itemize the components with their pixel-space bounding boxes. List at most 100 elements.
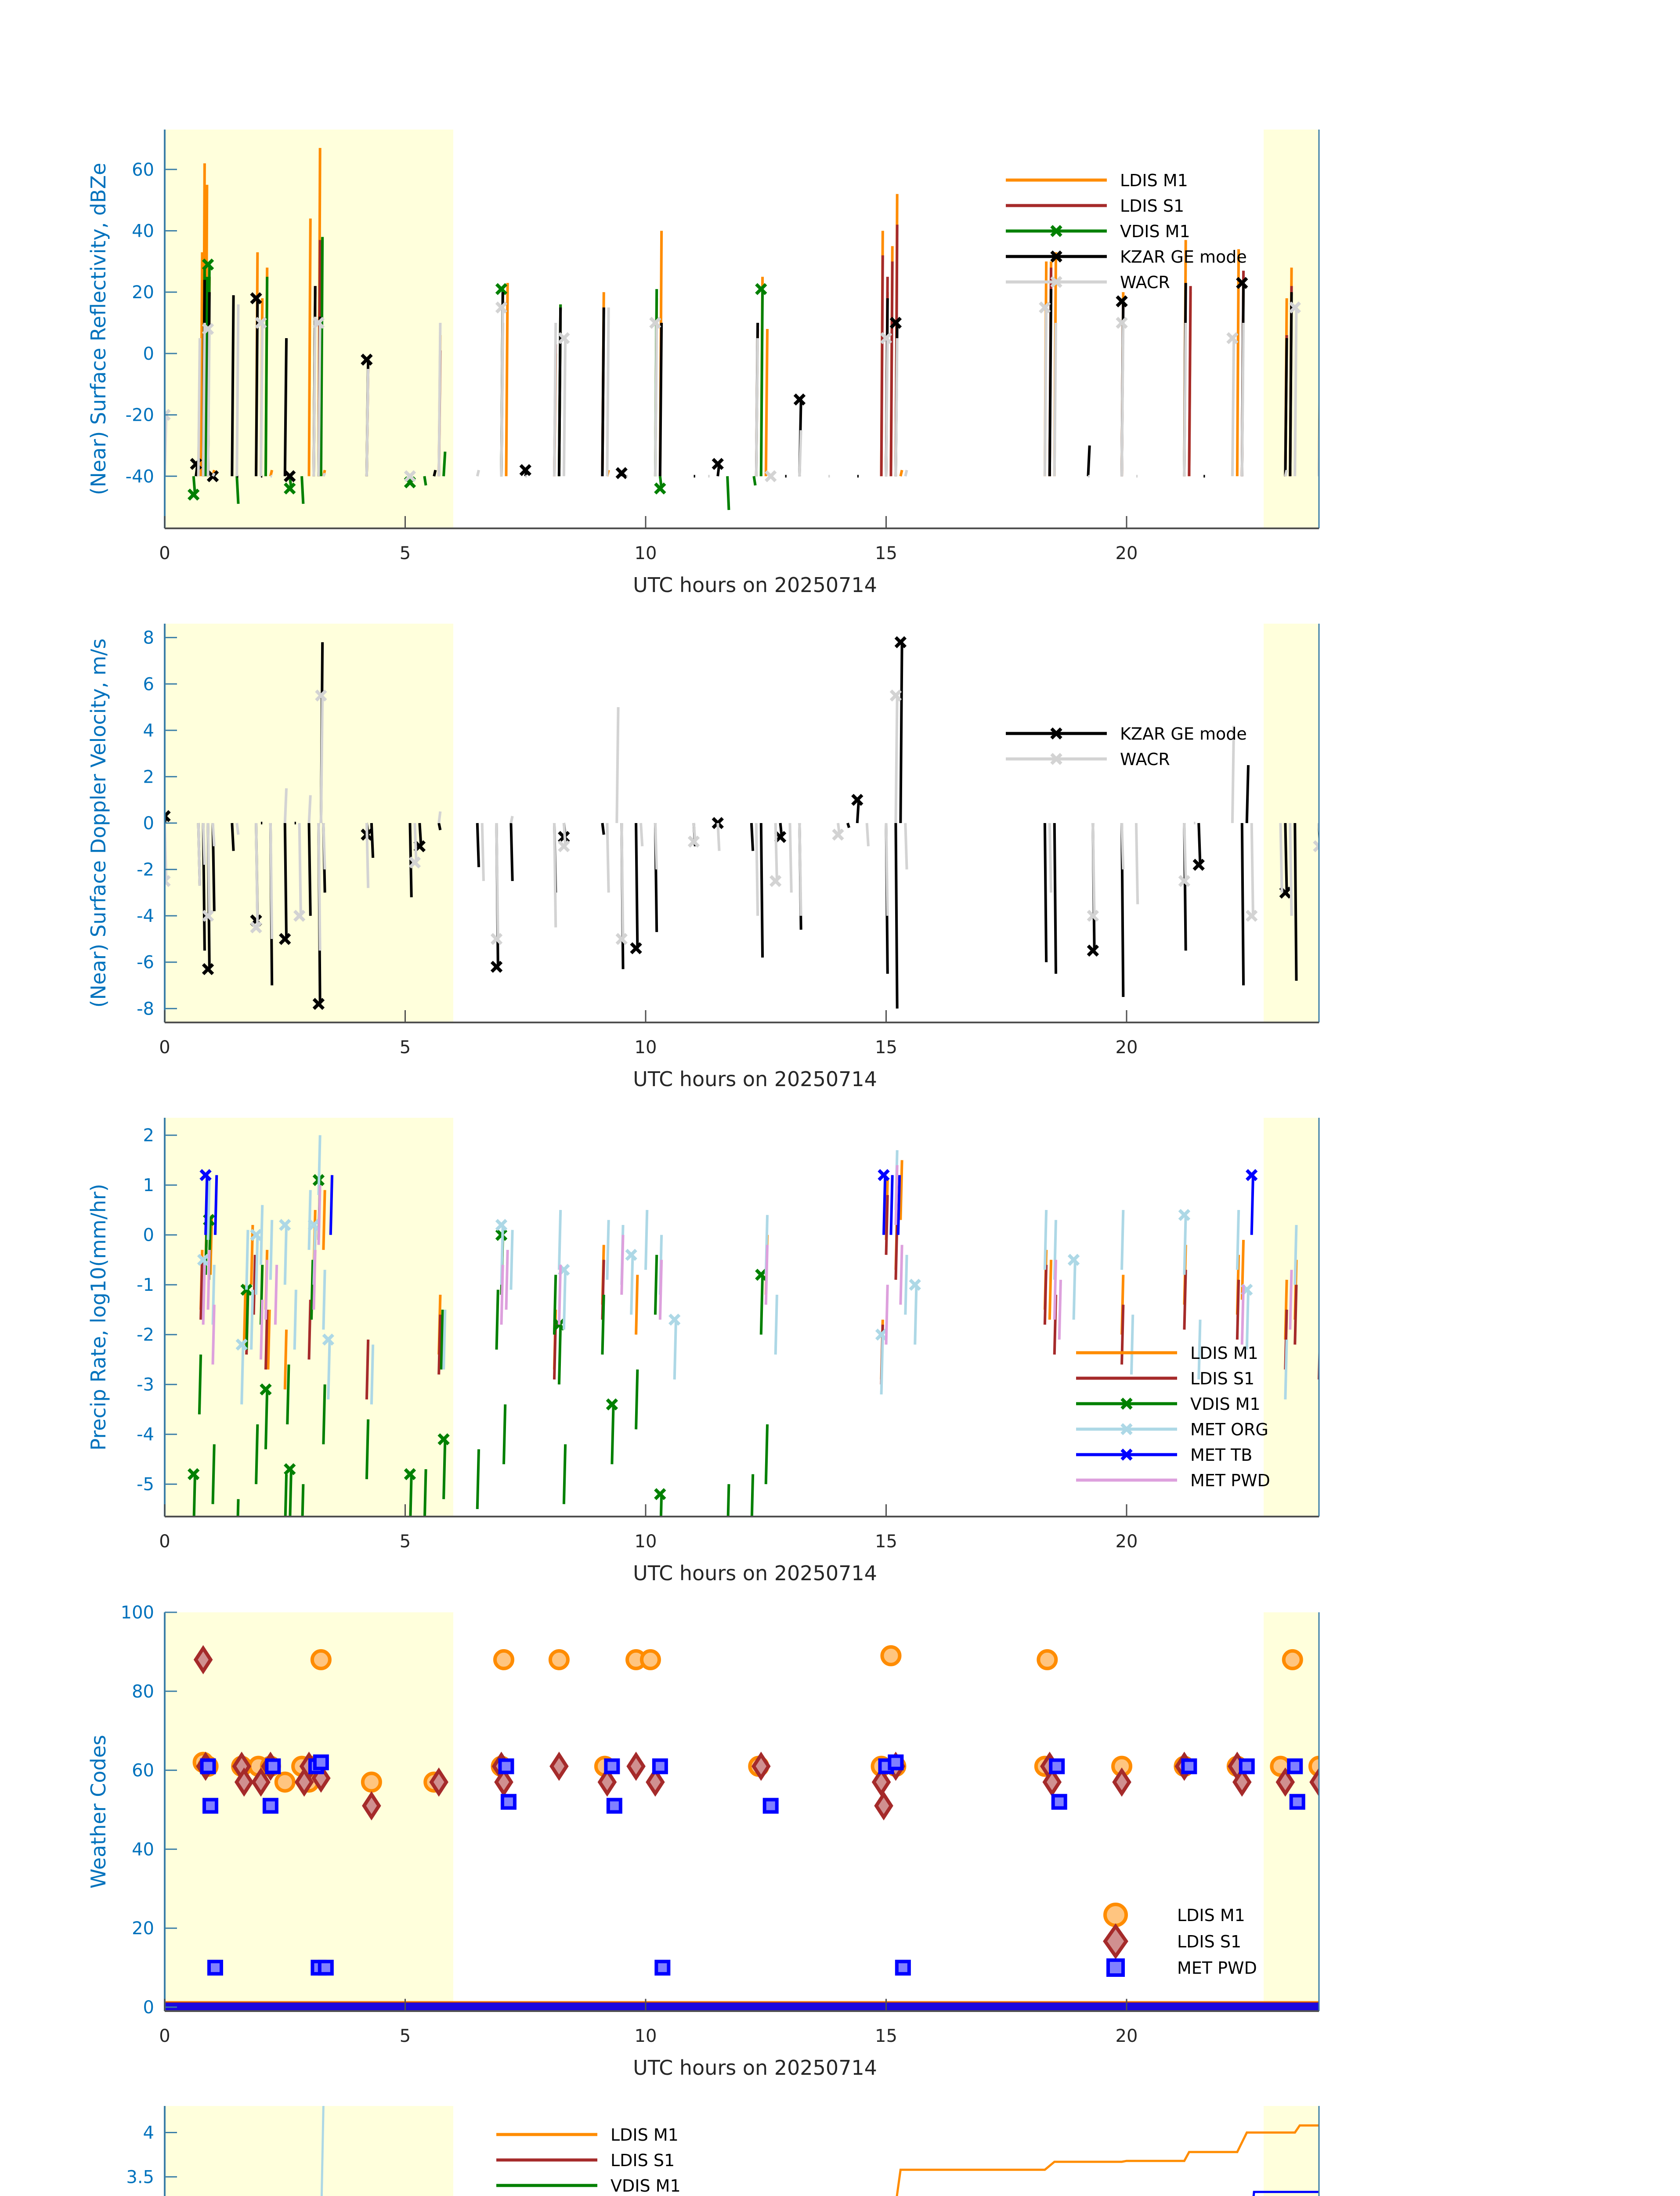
series-wacr-spike xyxy=(865,823,870,846)
y-tick-label: 0 xyxy=(143,1225,154,1246)
series-ldis-s1-spike xyxy=(889,261,894,477)
series-vdis-m1-marker xyxy=(283,482,296,495)
series-ldis-m1-point xyxy=(493,1649,514,1670)
series-kzar-ge-mode-spike xyxy=(1245,765,1250,824)
series-met-org-spike xyxy=(327,1340,331,1400)
series-vdis-m1-spike xyxy=(553,1275,557,1335)
series-ldis-m1-spike xyxy=(899,1160,903,1220)
series-met-org-spike xyxy=(245,1230,249,1290)
series-vdis-m1-spike xyxy=(764,1424,769,1484)
series-wacr-spike xyxy=(365,368,370,477)
series-wacr-spike xyxy=(894,695,899,824)
series-met-org-spike xyxy=(880,1334,884,1394)
series-met-org-marker xyxy=(875,1329,888,1341)
series-wacr-spike xyxy=(437,811,442,824)
series-kzar-ge-mode-marker xyxy=(1087,944,1099,957)
series-kzar-ge-mode-marker xyxy=(851,794,863,806)
series-wacr-spike xyxy=(1043,307,1048,477)
series-wacr-marker xyxy=(649,317,661,329)
series-met-pwd-spike xyxy=(557,1264,562,1325)
series-met-org-spike xyxy=(774,1294,778,1355)
series-vdis-m1-spike xyxy=(654,1255,658,1315)
series-wacr-spike xyxy=(553,823,557,928)
series-vdis-m1-spike xyxy=(562,1444,567,1504)
series-met-org-spike xyxy=(322,1270,326,1330)
series-met-org-spike xyxy=(606,1220,610,1280)
series-kzar-ge-mode-marker xyxy=(894,636,907,648)
legend-label: WACR xyxy=(1120,750,1170,769)
series-wacr-spike xyxy=(1183,323,1187,477)
series-wacr-spike xyxy=(322,473,326,477)
series-vdis-m1-marker xyxy=(654,482,666,495)
series-vdis-m1-spike xyxy=(236,1499,240,1517)
series-wacr-marker xyxy=(1039,301,1051,314)
series-kzar-ge-mode-marker xyxy=(615,467,628,480)
series-vdis-m1-marker xyxy=(654,1488,666,1500)
series-ldis-m1-spike xyxy=(635,1275,639,1335)
y-tick-label: 4 xyxy=(143,2123,154,2143)
series-met-org-spike xyxy=(1197,1319,1202,1380)
series-ldis-m1-spike xyxy=(1236,249,1240,477)
series-vdis-m1-marker xyxy=(187,1468,200,1481)
series-met-pwd-point xyxy=(262,1798,278,1814)
series-ldis-m1-point xyxy=(548,1649,570,1670)
legend-label: WACR xyxy=(1120,273,1170,292)
x-tick-label: 0 xyxy=(159,1037,170,1058)
series-wacr-spike xyxy=(1231,338,1236,477)
series-ldis-s1-spike xyxy=(252,1255,257,1315)
legend-label: LDIS S1 xyxy=(611,2151,675,2170)
series-ldis-s1-point xyxy=(1275,1767,1295,1797)
night-shading-band xyxy=(1264,2106,1319,2196)
series-wacr-spike xyxy=(1240,323,1245,477)
series-vdis-m1-spike xyxy=(365,1419,370,1479)
series-ldis-s1-point xyxy=(1112,1767,1131,1797)
series-met-org-marker xyxy=(909,1279,921,1291)
series-kzar-ge-mode-marker xyxy=(519,464,531,477)
series-wacr-spike xyxy=(654,823,658,870)
series-vdis-m1-marker xyxy=(202,258,214,271)
series-wacr-spike xyxy=(1250,823,1254,916)
series-ldis-s1-point xyxy=(549,1752,569,1781)
series-wacr-spike xyxy=(202,323,206,477)
series-ldis-m1-spike xyxy=(322,1190,326,1250)
series-met-org-spike xyxy=(1072,1260,1077,1320)
y-tick-label: 2 xyxy=(143,1126,154,1146)
series-kzar-ge-mode-spike xyxy=(1289,292,1293,477)
series-kzar-ge-mode-spike xyxy=(759,823,764,958)
series-ldis-s1-point xyxy=(234,1767,254,1797)
series-kzar-ge-mode-spike xyxy=(601,307,605,477)
series-met-org-spike xyxy=(442,1309,447,1370)
series-wacr-marker xyxy=(495,301,508,314)
x-tick-label: 10 xyxy=(635,1531,657,1552)
series-ldis-s1-spike xyxy=(437,1315,442,1375)
series-vdis-m1-spike xyxy=(301,1484,305,1517)
legend-item: LDIS M1 xyxy=(496,2125,679,2145)
legend-label: LDIS S1 xyxy=(1120,196,1184,216)
series-kzar-ge-mode-marker xyxy=(165,810,171,822)
plot-area xyxy=(165,636,1319,1010)
legend-item: VDIS M1 xyxy=(496,2176,681,2196)
series-met-pwd-point xyxy=(762,1798,779,1814)
y-tick-label: -3 xyxy=(137,1375,154,1395)
series-vdis-m1-spike xyxy=(409,1474,413,1517)
legend-x-marker-icon xyxy=(1050,727,1062,740)
series-kzar-ge-mode-marker xyxy=(1116,295,1128,307)
series-met-pwd-point xyxy=(1289,1794,1305,1810)
series-ldis-s1-point xyxy=(429,1767,448,1797)
x-tick-label: 5 xyxy=(400,1037,411,1058)
series-ldis-s1-point xyxy=(871,1767,891,1797)
series-wacr-marker xyxy=(1245,910,1258,922)
series-kzar-ge-mode-spike xyxy=(1048,289,1053,477)
series-kzar-ge-mode-spike xyxy=(283,823,288,939)
series-met-pwd-point xyxy=(1239,1758,1255,1774)
series-met-org-spike xyxy=(370,1344,375,1405)
series-vdis-m1-marker xyxy=(283,1463,296,1475)
y-tick-label: 60 xyxy=(132,160,154,180)
y-tick-label: -4 xyxy=(137,1425,154,1445)
series-kzar-ge-mode-marker xyxy=(312,998,325,1010)
series-ldis-s1-point xyxy=(751,1752,771,1781)
series-met-org-spike xyxy=(557,1210,562,1270)
series-kzar-ge-mode-marker xyxy=(202,963,214,975)
series-wacr-marker xyxy=(558,332,570,344)
